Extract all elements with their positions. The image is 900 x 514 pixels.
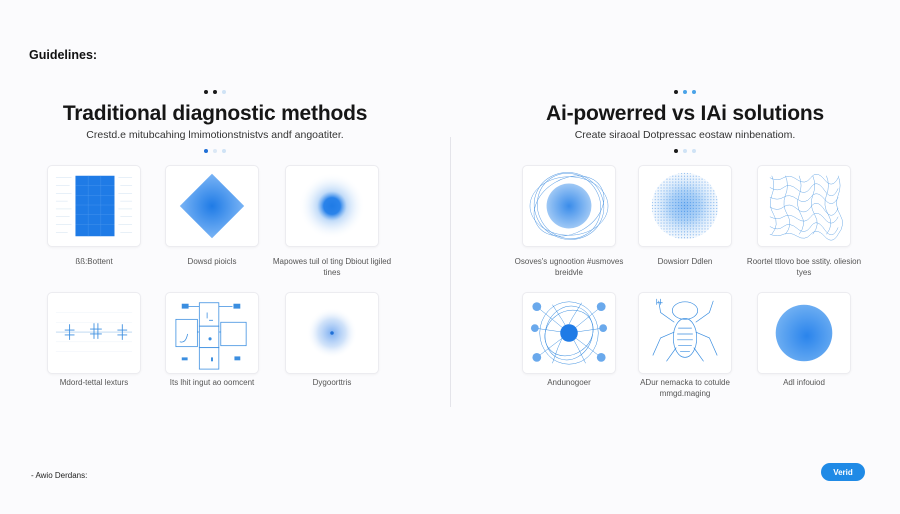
pagination-dot-active[interactable]	[204, 149, 208, 153]
left-section-title: Traditional diagnostic methods	[62, 102, 368, 125]
card-caption: Roortel ttlovo boe sstity. oliesion tyes	[746, 257, 862, 277]
guidelines-label: Guidelines:	[29, 48, 98, 62]
card-right-3[interactable]	[757, 165, 851, 247]
card-caption: Its lhit ingut ao oomcent	[169, 378, 255, 387]
right-section-title: Ai-powerred vs IAi solutions	[546, 102, 824, 125]
card-caption: Dowsd pioicls	[187, 257, 237, 266]
card-caption: Dowsiorr Ddlen	[657, 257, 713, 266]
card-right-1[interactable]	[522, 165, 616, 247]
card-caption: Osoves's ugnootion #usmoves breidvle	[514, 257, 624, 277]
left-section-subtitle: Crestd.e mitubcahing lmimotionstnistvs a…	[86, 129, 344, 141]
card-caption: ADur nemacka to cotulde mmgd.maging	[640, 378, 730, 398]
card-right-2[interactable]	[638, 165, 732, 247]
grid-scan-icon	[55, 175, 133, 237]
pagination-dot[interactable]	[674, 90, 678, 94]
right-top-pagination	[510, 88, 860, 96]
insect-scan-icon	[652, 298, 718, 362]
card-left-1[interactable]	[47, 165, 141, 247]
blue-sphere-icon	[775, 304, 833, 362]
circuit-diagram-icon	[175, 302, 247, 370]
card-right-5[interactable]	[638, 292, 732, 374]
left-section-header: Traditional diagnostic methods Crestd.e …	[40, 88, 390, 155]
card-caption: Mdord-tettal lexturs	[59, 378, 129, 387]
left-bottom-pagination	[40, 147, 390, 155]
pagination-dot[interactable]	[213, 149, 217, 153]
card-left-4[interactable]	[47, 292, 141, 374]
card-left-2[interactable]	[165, 165, 259, 247]
radial-glow-icon	[298, 172, 366, 240]
pagination-dot[interactable]	[692, 149, 696, 153]
pagination-dot[interactable]	[213, 90, 217, 94]
card-caption: Adl infouiod	[783, 378, 825, 387]
tangled-sphere-icon	[529, 172, 609, 240]
dotted-sphere-icon	[651, 172, 719, 240]
left-top-pagination	[40, 88, 390, 96]
card-caption: Dygoorttris	[312, 378, 352, 387]
diamond-gradient-icon	[179, 173, 245, 239]
section-divider	[450, 137, 451, 407]
pagination-dot[interactable]	[222, 90, 226, 94]
pagination-dot[interactable]	[683, 90, 687, 94]
card-caption: ßß:Bottent	[75, 257, 113, 266]
pagination-dot-active[interactable]	[674, 149, 678, 153]
pagination-dot[interactable]	[692, 90, 696, 94]
soft-dot-icon	[306, 307, 358, 359]
card-right-6[interactable]	[757, 292, 851, 374]
right-section-subtitle: Create siraoal Dotpressac eostaw ninbena…	[574, 129, 796, 141]
card-left-3[interactable]	[285, 165, 379, 247]
footer-note: - Awio Derdans:	[31, 471, 88, 480]
mesh-texture-icon	[769, 174, 843, 241]
neural-network-icon	[530, 301, 608, 365]
verify-button[interactable]: Verid	[821, 463, 865, 481]
card-right-4[interactable]	[522, 292, 616, 374]
waveform-crosses-icon	[55, 312, 133, 352]
right-section-header: Ai-powerred vs IAi solutions Create sira…	[510, 88, 860, 155]
card-left-5[interactable]	[165, 292, 259, 374]
card-left-6[interactable]	[285, 292, 379, 374]
pagination-dot[interactable]	[222, 149, 226, 153]
card-caption: Mapowes tuil ol ting Dbiout ligiled tine…	[272, 257, 392, 277]
right-bottom-pagination	[510, 147, 860, 155]
pagination-dot[interactable]	[683, 149, 687, 153]
card-caption: Andunogoer	[547, 378, 591, 387]
pagination-dot[interactable]	[204, 90, 208, 94]
